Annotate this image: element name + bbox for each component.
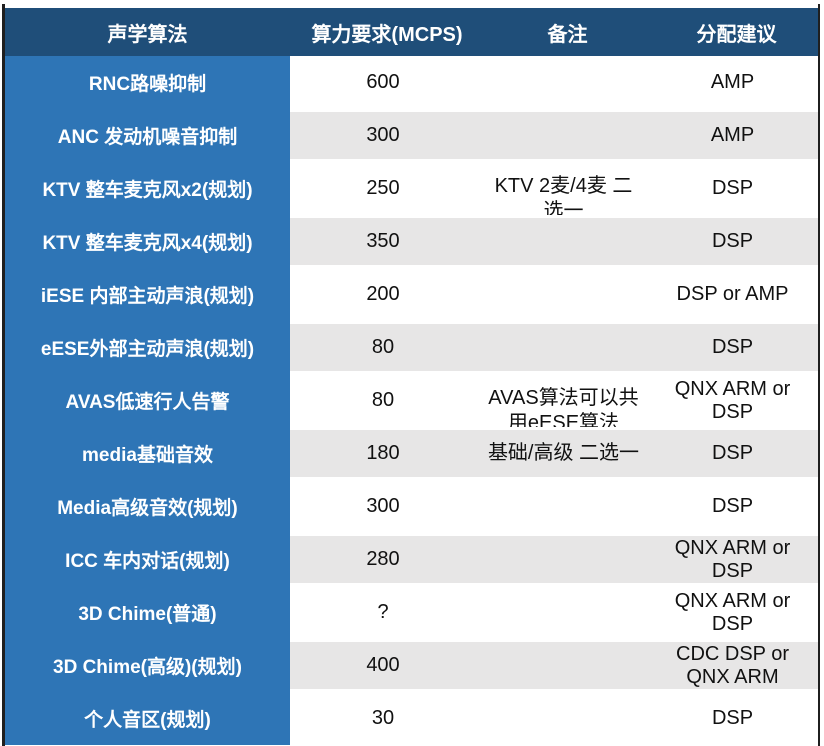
mcps-cell: 600 bbox=[366, 71, 400, 93]
note-cell bbox=[476, 536, 651, 583]
row-band: 180 基础/高级 二选一 DSP bbox=[290, 427, 818, 480]
mcps-cell: ? bbox=[377, 601, 389, 623]
row-band: 280 QNX ARM or DSP bbox=[290, 533, 818, 586]
algorithm-cell: Media高级音效(规划) bbox=[5, 480, 290, 533]
note-cell bbox=[476, 586, 651, 639]
mcps-cell: 30 bbox=[371, 707, 395, 729]
table-row: AVAS低速行人告警 80 AVAS算法可以共 用eESE算法 QNX ARM … bbox=[5, 374, 818, 427]
mcps-cell: 400 bbox=[366, 654, 400, 676]
table-row: 3D Chime(高级)(规划) 400 CDC DSP or QNX ARM bbox=[5, 639, 818, 692]
mcps-cell: 80 bbox=[371, 336, 395, 358]
table-row: Media高级音效(规划) 300 DSP bbox=[5, 480, 818, 533]
note-cell bbox=[476, 480, 651, 533]
note-cell bbox=[476, 112, 651, 159]
algorithm-cell: AVAS低速行人告警 bbox=[5, 374, 290, 427]
mcps-cell: 80 bbox=[371, 389, 395, 411]
note-cell bbox=[476, 692, 651, 745]
row-band: 300 AMP bbox=[290, 109, 818, 162]
allocation-cell: QNX ARM or DSP bbox=[674, 589, 791, 635]
col-header-note: 备注 bbox=[547, 23, 588, 46]
allocation-cell: QNX ARM or DSP bbox=[674, 377, 791, 423]
row-band: ? QNX ARM or DSP bbox=[290, 586, 818, 639]
algorithm-cell: ICC 车内对话(规划) bbox=[5, 533, 290, 586]
table-row: KTV 整车麦克风x4(规划) 350 DSP bbox=[5, 215, 818, 268]
row-band: 400 CDC DSP or QNX ARM bbox=[290, 639, 818, 692]
allocation-cell: DSP bbox=[711, 442, 754, 464]
allocation-cell: DSP bbox=[711, 336, 754, 358]
note-cell: AVAS算法可以共 用eESE算法 bbox=[488, 387, 639, 427]
note-cell bbox=[476, 268, 651, 321]
note-cell bbox=[476, 324, 651, 371]
allocation-cell: DSP bbox=[711, 230, 754, 252]
table-row: iESE 内部主动声浪(规划) 200 DSP or AMP bbox=[5, 268, 818, 321]
row-band: 80 AVAS算法可以共 用eESE算法 QNX ARM or DSP bbox=[290, 374, 818, 427]
allocation-cell: DSP bbox=[711, 177, 754, 199]
mcps-cell: 250 bbox=[366, 177, 400, 199]
algorithm-cell: media基础音效 bbox=[5, 427, 290, 480]
acoustic-algorithm-table: 声学算法 算力要求(MCPS) 备注 分配建议 RNC路噪抑制 600 AMP … bbox=[5, 8, 818, 745]
algorithm-cell: 3D Chime(高级)(规划) bbox=[5, 639, 290, 692]
mcps-cell: 300 bbox=[366, 495, 400, 517]
algorithm-cell: eESE外部主动声浪(规划) bbox=[5, 321, 290, 374]
mcps-cell: 350 bbox=[366, 230, 400, 252]
mcps-cell: 180 bbox=[366, 442, 400, 464]
allocation-cell: DSP bbox=[711, 707, 754, 729]
allocation-cell: CDC DSP or QNX ARM bbox=[676, 642, 789, 688]
table-row: eESE外部主动声浪(规划) 80 DSP bbox=[5, 321, 818, 374]
table-row: 3D Chime(普通) ? QNX ARM or DSP bbox=[5, 586, 818, 639]
algorithm-cell: ANC 发动机噪音抑制 bbox=[5, 109, 290, 162]
allocation-cell: DSP bbox=[711, 495, 754, 517]
note-cell bbox=[476, 642, 651, 689]
allocation-cell: QNX ARM or DSP bbox=[674, 536, 791, 582]
mcps-cell: 200 bbox=[366, 283, 400, 305]
table-row: media基础音效 180 基础/高级 二选一 DSP bbox=[5, 427, 818, 480]
table-row: ANC 发动机噪音抑制 300 AMP bbox=[5, 109, 818, 162]
col-header-allocation: 分配建议 bbox=[696, 23, 777, 46]
row-band: 350 DSP bbox=[290, 215, 818, 268]
right-border-line bbox=[818, 4, 820, 746]
row-band: 600 AMP bbox=[290, 56, 818, 109]
algorithm-cell: iESE 内部主动声浪(规划) bbox=[5, 268, 290, 321]
allocation-cell: AMP bbox=[710, 71, 755, 93]
algorithm-cell: KTV 整车麦克风x2(规划) bbox=[5, 162, 290, 215]
table-row: KTV 整车麦克风x2(规划) 250 KTV 2麦/4麦 二 选一 DSP bbox=[5, 162, 818, 215]
table-row: 个人音区(规划) 30 DSP bbox=[5, 692, 818, 745]
note-cell: 基础/高级 二选一 bbox=[487, 442, 640, 464]
allocation-cell: DSP or AMP bbox=[676, 283, 789, 305]
row-band: 300 DSP bbox=[290, 480, 818, 533]
row-band: 80 DSP bbox=[290, 321, 818, 374]
mcps-cell: 280 bbox=[366, 548, 400, 570]
row-band: 250 KTV 2麦/4麦 二 选一 DSP bbox=[290, 162, 818, 215]
row-band: 30 DSP bbox=[290, 692, 818, 745]
note-cell bbox=[476, 218, 651, 265]
algorithm-cell: 个人音区(规划) bbox=[5, 692, 290, 745]
allocation-cell: AMP bbox=[710, 124, 755, 146]
algorithm-cell: KTV 整车麦克风x4(规划) bbox=[5, 215, 290, 268]
mcps-cell: 300 bbox=[366, 124, 400, 146]
left-border-line bbox=[2, 4, 5, 746]
algorithm-cell: 3D Chime(普通) bbox=[5, 586, 290, 639]
note-cell bbox=[476, 56, 651, 109]
col-header-algorithm: 声学算法 bbox=[107, 23, 188, 46]
col-header-mcps: 算力要求(MCPS) bbox=[311, 23, 463, 46]
algorithm-cell: RNC路噪抑制 bbox=[5, 56, 290, 109]
table-header-row: 声学算法 算力要求(MCPS) 备注 分配建议 bbox=[5, 8, 818, 56]
row-band: 200 DSP or AMP bbox=[290, 268, 818, 321]
note-cell: KTV 2麦/4麦 二 选一 bbox=[494, 175, 633, 215]
table-row: RNC路噪抑制 600 AMP bbox=[5, 56, 818, 109]
table-row: ICC 车内对话(规划) 280 QNX ARM or DSP bbox=[5, 533, 818, 586]
